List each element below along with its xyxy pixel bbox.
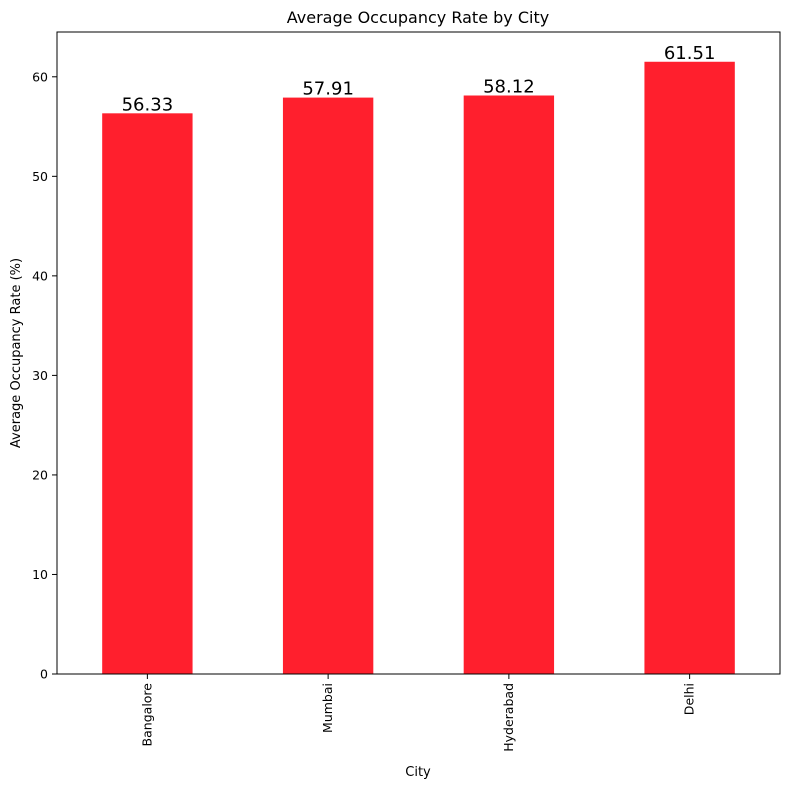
x-tick-label: Bangalore (139, 683, 154, 747)
data-label: 58.12 (483, 77, 535, 98)
y-tick-label: 60 (32, 69, 48, 84)
plot-frame (56, 31, 781, 675)
bar (644, 61, 735, 675)
chart-title: Average Occupancy Rate by City (287, 8, 549, 27)
plot-area: 0 10 20 30 40 50 60 Bangalore 56.33 Mumbai 57.91 Hy… (32, 43, 735, 752)
x-axis-label: City (405, 765, 431, 780)
data-label: 56.33 (122, 94, 174, 115)
bar (282, 97, 374, 674)
y-tick-label: 50 (32, 169, 48, 184)
bar (102, 113, 193, 674)
x-tick-label: Mumbai (320, 683, 335, 733)
y-tick-label: 20 (32, 467, 48, 482)
y-axis-label: Average Occupancy Rate (%) (9, 258, 24, 448)
bar (463, 95, 555, 675)
data-label: 57.91 (302, 79, 354, 100)
y-tick-label: 10 (32, 567, 48, 582)
y-tick-label: 0 (40, 667, 48, 682)
y-tick-label: 30 (32, 368, 48, 383)
y-tick-label: 40 (32, 268, 48, 283)
x-tick-label: Delhi (682, 683, 697, 715)
x-tick-label: Hyderabad (501, 683, 516, 752)
data-label: 61.51 (664, 43, 716, 64)
